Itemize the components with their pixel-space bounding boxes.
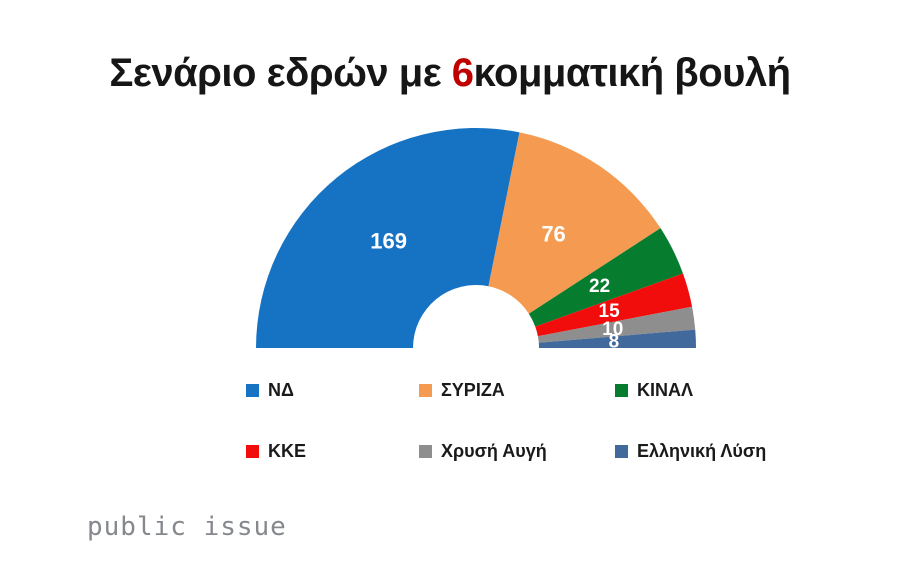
legend-item-xrysi-avgi: Χρυσή Αυγή [419, 439, 615, 463]
segment-value-label-ΚΙΝΑΛ: 22 [589, 276, 610, 297]
legend-label-kinal: ΚΙΝΑΛ [637, 379, 694, 400]
legend-label-nd: ΝΔ [268, 379, 294, 400]
page-title: Σενάριο εδρών με 6κομματική βουλή [0, 51, 900, 96]
legend-label-kke: ΚΚΕ [268, 440, 307, 461]
elliniki-lysi-swatch-icon [615, 444, 628, 458]
legend-label-syriza: ΣΥΡΙΖΑ [441, 379, 505, 400]
legend-item-nd: ΝΔ [246, 378, 419, 402]
segment-Ελληνική Λύση [538, 329, 696, 348]
segment-ΣΥΡΙΖΑ [488, 132, 661, 314]
public-issue-logo: public issue [87, 512, 287, 542]
segment-value-label-Χρυσή Αυγή: 10 [602, 319, 623, 340]
syriza-swatch-icon [419, 383, 432, 397]
title-suffix: κομματική βουλή [473, 50, 792, 95]
kinal-swatch-icon [615, 383, 628, 397]
segment-ΝΔ [256, 128, 520, 348]
segment-value-label-ΣΥΡΙΖΑ: 76 [541, 221, 565, 246]
segment-value-label-ΝΔ: 169 [370, 229, 407, 254]
xrysi-avgi-swatch-icon [419, 444, 432, 458]
segment-ΚΚΕ [535, 273, 693, 337]
legend-label-xrysi-avgi: Χρυσή Αυγή [441, 440, 547, 461]
kke-swatch-icon [246, 444, 259, 458]
segment-ΚΙΝΑΛ [528, 228, 683, 327]
legend: ΝΔ ΣΥΡΙΖΑ ΚΙΝΑΛ ΚΚΕ Χρυσή Αυγή Ελληνική … [246, 378, 766, 463]
legend-label-elliniki-lysi: Ελληνική Λύση [637, 440, 767, 461]
legend-item-syriza: ΣΥΡΙΖΑ [419, 378, 615, 402]
legend-item-kke: ΚΚΕ [246, 439, 419, 463]
nd-swatch-icon [246, 383, 259, 397]
segment-value-label-ΚΚΕ: 15 [599, 301, 621, 322]
title-highlight: 6 [451, 50, 474, 95]
title-prefix: Σενάριο εδρών με [109, 50, 452, 95]
legend-item-kinal: ΚΙΝΑΛ [615, 378, 766, 402]
segment-Χρυσή Αυγή [537, 306, 696, 343]
segment-value-label-Ελληνική Λύση: 8 [609, 332, 620, 353]
legend-item-elliniki-lysi: Ελληνική Λύση [615, 439, 766, 463]
